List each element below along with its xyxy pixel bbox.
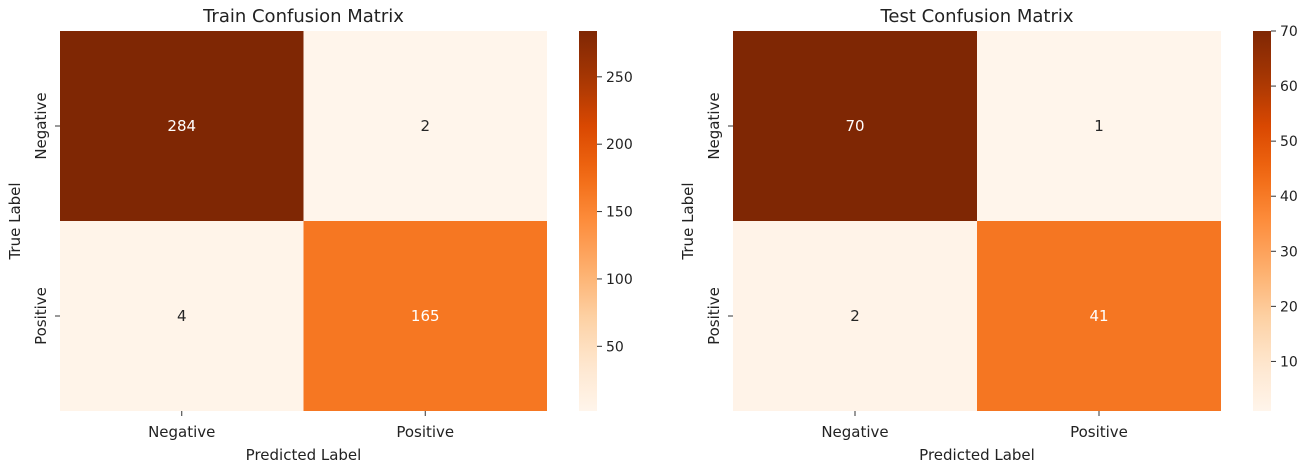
heatmap-cell [733, 221, 977, 411]
colorbar-tick-label: 250 [606, 70, 633, 86]
colorbar [1253, 31, 1271, 411]
heatmap-cell [60, 221, 304, 411]
heatmap-cell [303, 31, 547, 221]
colorbar-tick-label: 30 [1280, 244, 1298, 260]
y-axis-label: True Label [679, 182, 697, 260]
cell-value-label: 4 [177, 307, 187, 325]
cell-value-label: 41 [1089, 307, 1108, 325]
x-axis-label: Predicted Label [919, 446, 1035, 464]
cell-value-label: 2 [850, 307, 860, 325]
x-tick-label: Positive [396, 423, 454, 441]
cell-value-label: 1 [1094, 117, 1104, 135]
y-tick-label: Negative [32, 92, 50, 159]
colorbar-tick-label: 20 [1280, 299, 1298, 315]
heatmap-panel-1: Train Confusion Matrix 284 2 4 165 Negative Po… [6, 6, 633, 464]
heatmap-cell [60, 31, 304, 221]
colorbar [579, 31, 597, 411]
heatmap-cell [303, 221, 547, 411]
colorbar-tick-label: 70 [1280, 24, 1298, 40]
y-axis-label: True Label [6, 182, 24, 260]
heatmap-cell [733, 31, 977, 221]
y-tick-label: Positive [705, 287, 723, 345]
cell-value-label: 284 [167, 117, 196, 135]
colorbar-tick-label: 40 [1280, 189, 1298, 205]
colorbar-tick-label: 10 [1280, 354, 1298, 370]
heatmap-panel-2: Test Confusion Matrix 70 1 2 41 Negative Posit… [679, 6, 1298, 464]
x-tick-label: Positive [1070, 423, 1128, 441]
colorbar-tick-label: 100 [606, 272, 633, 288]
x-tick-label: Negative [148, 423, 215, 441]
x-axis-label: Predicted Label [246, 446, 362, 464]
colorbar-tick-label: 50 [606, 339, 624, 355]
chart-title: Test Confusion Matrix [879, 6, 1073, 27]
heatmap-cell [977, 221, 1221, 411]
x-tick-label: Negative [821, 423, 888, 441]
y-tick-label: Positive [32, 287, 50, 345]
y-tick-label: Negative [705, 92, 723, 159]
colorbar-tick-label: 150 [606, 205, 633, 221]
heatmap-cell [977, 31, 1221, 221]
cell-value-label: 165 [411, 307, 440, 325]
chart-title: Train Confusion Matrix [202, 6, 404, 27]
cell-value-label: 2 [420, 117, 430, 135]
colorbar-tick-label: 60 [1280, 79, 1298, 95]
colorbar-tick-label: 200 [606, 137, 633, 153]
colorbar-tick-label: 50 [1280, 134, 1298, 150]
cell-value-label: 70 [845, 117, 864, 135]
